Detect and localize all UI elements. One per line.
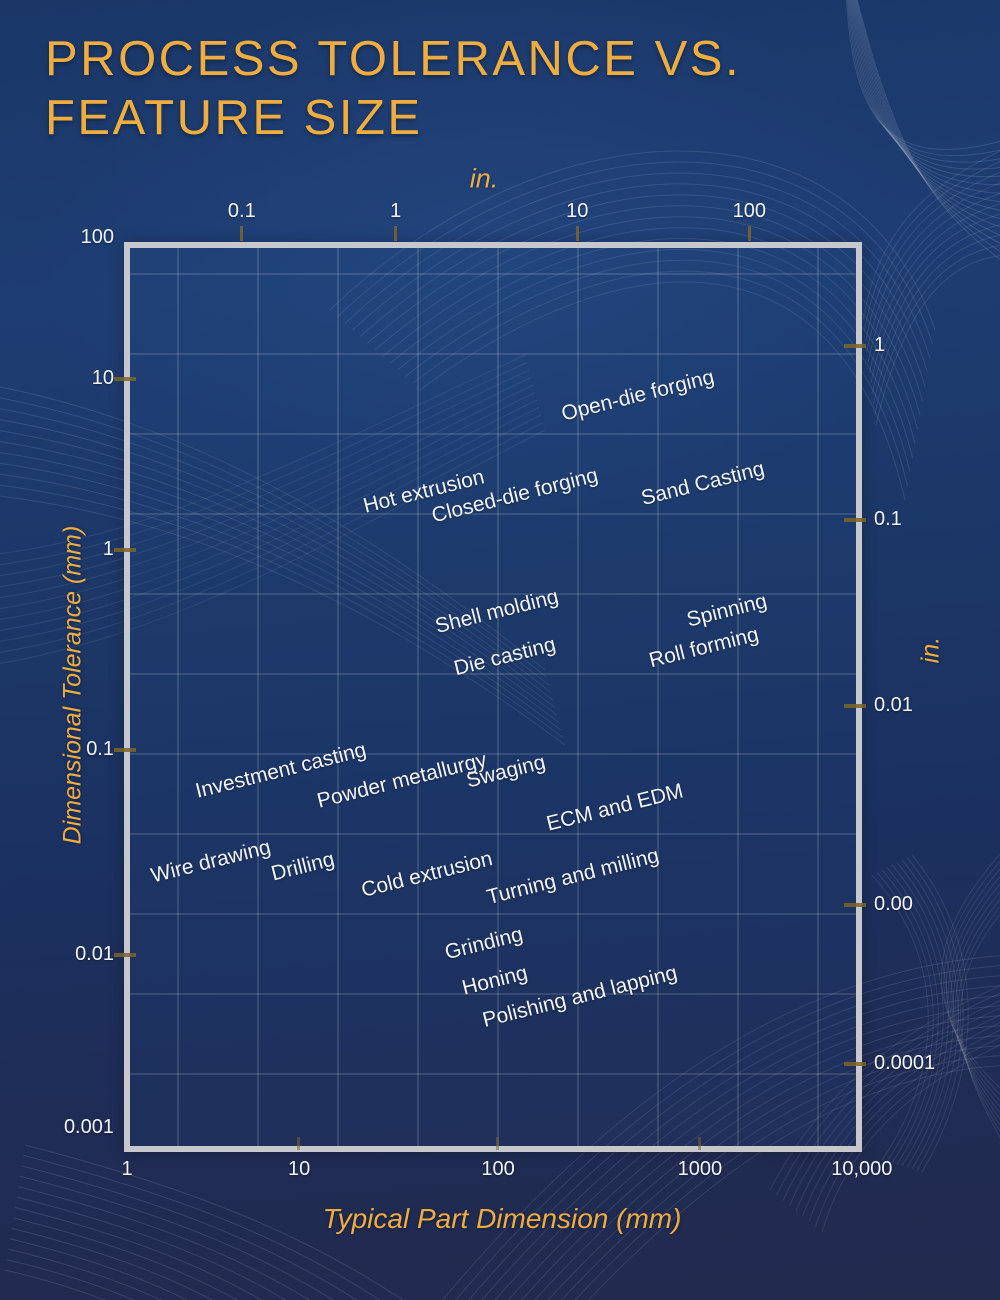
x-axis-tick-mark	[496, 1137, 500, 1150]
right-axis-tick-label: 1	[874, 333, 886, 356]
x-axis-tick-label: 10,000	[831, 1158, 893, 1180]
top-axis-title: in.	[469, 163, 499, 194]
right-axis-tick-mark	[844, 703, 866, 708]
y-axis-tick-mark	[114, 377, 136, 382]
right-axis-tick-label: 0.1	[874, 508, 902, 531]
right-axis-tick-label: 0.0001	[874, 1052, 936, 1075]
x-axis-tick-label: 1	[121, 1158, 133, 1180]
top-axis-tick-mark	[747, 226, 751, 241]
y-axis-tick-label: 0.001	[63, 1116, 114, 1139]
x-axis-tick-label: 1000	[677, 1158, 723, 1180]
x-axis-tick-label: 10	[288, 1158, 311, 1180]
x-axis-tick-mark	[297, 1137, 301, 1150]
x-axis-tick-mark	[697, 1137, 701, 1150]
right-axis-tick-label: 0.00	[874, 893, 913, 916]
right-axis-tick-label: 0.01	[874, 693, 913, 716]
top-axis-tick-label: 100	[732, 200, 766, 222]
y-axis-tick-label: 100	[80, 226, 114, 249]
top-axis-tick-mark	[240, 226, 244, 241]
y-axis-tick-label: 10	[91, 367, 114, 390]
y-axis-tick-mark	[114, 547, 136, 552]
x-axis-title: Typical Part Dimension (mm)	[322, 1203, 682, 1234]
right-axis-tick-mark	[844, 343, 866, 348]
y-axis-tick-mark	[114, 747, 136, 752]
chart-plot-area	[124, 242, 862, 1152]
right-axis-title: in.	[916, 636, 945, 664]
page-title-line1: PROCESS TOLERANCE VS.	[45, 32, 742, 86]
y-axis-title: Dimensional Tolerance (mm)	[58, 525, 87, 845]
top-axis-tick-label: 10	[566, 200, 589, 222]
top-axis-tick-label: 0.1	[227, 200, 256, 222]
y-axis-tick-label: 0.1	[86, 737, 114, 760]
right-axis-tick-mark	[844, 518, 866, 523]
right-axis-tick-mark	[844, 903, 866, 908]
top-axis-tick-mark	[394, 226, 398, 241]
top-axis-tick-label: 1	[390, 200, 402, 222]
top-axis-tick-mark	[575, 226, 579, 241]
y-axis-tick-label: 0.01	[75, 942, 114, 965]
y-axis-tick-mark	[114, 952, 136, 957]
y-axis-tick-label: 1	[102, 537, 114, 560]
page-title: PROCESS TOLERANCE VS. FEATURE SIZE	[45, 30, 741, 148]
x-axis-tick-label: 100	[481, 1158, 515, 1180]
page-title-line2: FEATURE SIZE	[45, 91, 423, 145]
right-axis-tick-mark	[844, 1062, 866, 1067]
